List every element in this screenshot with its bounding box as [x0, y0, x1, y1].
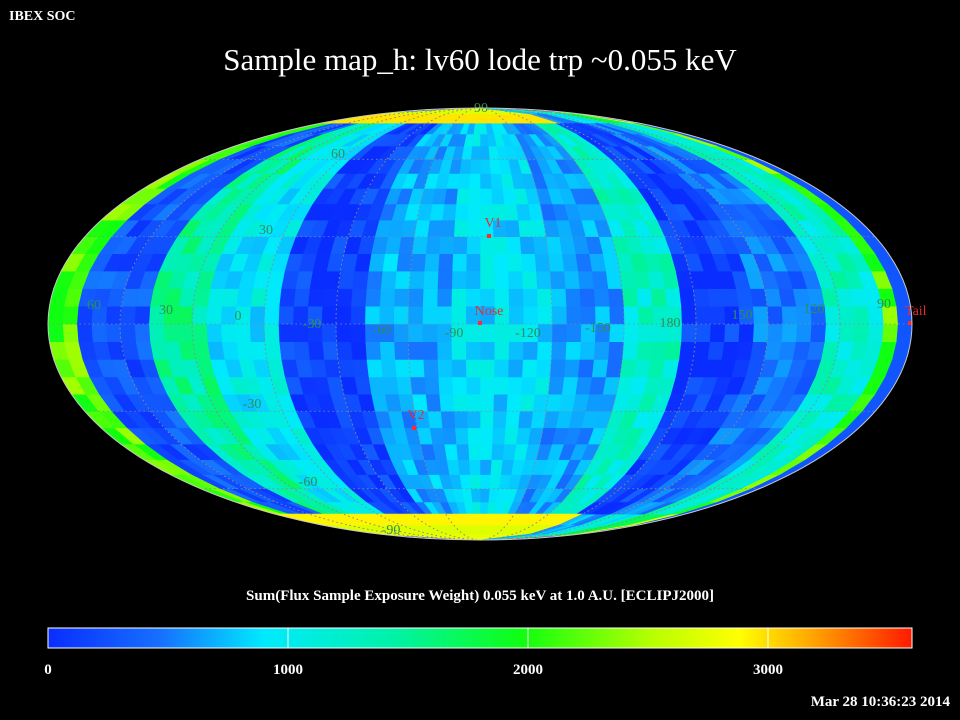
grid-label: 150: [732, 308, 753, 323]
grid-label: -30: [303, 317, 322, 332]
graticule: [48, 108, 912, 540]
grid-label: -60: [299, 475, 318, 490]
colorbar-tick-label: 3000: [753, 662, 783, 678]
colorbar-tick-label: 1000: [273, 662, 303, 678]
grid-label: -90: [445, 326, 464, 341]
colorbar-ticks: 0 1000 2000 3000: [44, 628, 783, 678]
colorbar-tick-label: 2000: [513, 662, 543, 678]
grid-label: 30: [159, 303, 173, 318]
flux-tile: [479, 108, 534, 115]
colorbar-tick-label: 0: [44, 662, 52, 678]
grid-label: 30: [259, 223, 273, 238]
grid-label: 60: [87, 298, 101, 313]
grid-label: 60: [331, 147, 345, 162]
grid-label: -60: [373, 323, 392, 338]
meridian-line: [263, 108, 697, 540]
grid-label: -120: [515, 326, 541, 341]
grid-label: -30: [243, 397, 262, 412]
grid-labels: 90 60 30 -30 -60 -90 60 30 0 -30 -60 -90 -120 -150 180…: [87, 101, 891, 538]
colorbar-title: Sum(Flux Sample Exposure Weight) 0.055 k…: [246, 588, 714, 604]
grid-label: 90: [877, 297, 891, 312]
flux-tile: [48, 323, 65, 343]
map-title: Sample map_h: lv60 lode trp ~0.055 keV: [223, 42, 737, 77]
colorbar-gradient: [47, 627, 913, 649]
marker-v1: [487, 234, 491, 238]
meridian-line: [335, 108, 625, 540]
meridian-line: [119, 108, 841, 540]
marker-v2: [412, 426, 416, 430]
grid-label: -150: [585, 321, 611, 336]
corner-label: IBEX SOC: [9, 9, 76, 24]
grid-label: 120: [804, 302, 825, 317]
timestamp: Mar 28 10:36:23 2014: [810, 694, 950, 710]
marker-label-nose: Nose: [475, 304, 504, 319]
marker-label-v1: V1: [484, 216, 501, 231]
marker-label-v2: V2: [407, 408, 424, 423]
map-outline: [47, 107, 913, 541]
meridian-line: [191, 108, 769, 540]
grid-label: 180: [660, 316, 681, 331]
grid-label: 0: [235, 309, 242, 324]
meridian-line: [407, 108, 553, 540]
marker-nose: [478, 321, 482, 325]
grid-label: -90: [382, 523, 401, 538]
marker-tail: [908, 321, 912, 325]
